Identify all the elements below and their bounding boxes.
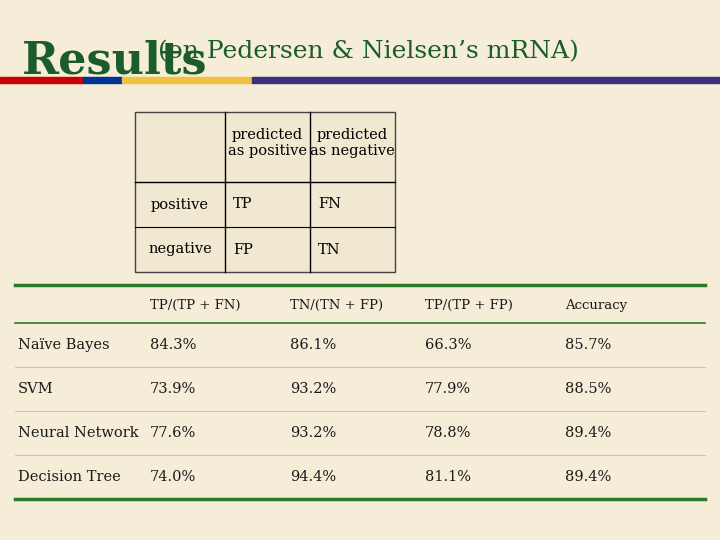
Text: 89.4%: 89.4% bbox=[565, 426, 611, 440]
Text: 86.1%: 86.1% bbox=[290, 338, 336, 352]
Text: TN/(TN + FP): TN/(TN + FP) bbox=[290, 299, 383, 312]
Text: 93.2%: 93.2% bbox=[290, 382, 336, 396]
Bar bbox=[135, 112, 395, 272]
Text: 77.9%: 77.9% bbox=[425, 382, 471, 396]
Text: Naïve Bayes: Naïve Bayes bbox=[18, 338, 109, 352]
Text: 84.3%: 84.3% bbox=[150, 338, 197, 352]
Text: TN: TN bbox=[318, 242, 341, 256]
Text: TP/(TP + FP): TP/(TP + FP) bbox=[425, 299, 513, 312]
Text: 89.4%: 89.4% bbox=[565, 470, 611, 484]
Bar bbox=[252, 77, 720, 83]
Text: TP: TP bbox=[233, 198, 253, 212]
Text: FN: FN bbox=[318, 198, 341, 212]
Text: 74.0%: 74.0% bbox=[150, 470, 197, 484]
Text: Results: Results bbox=[22, 40, 207, 83]
Text: predicted
as positive: predicted as positive bbox=[228, 128, 307, 158]
Text: Decision Tree: Decision Tree bbox=[18, 470, 121, 484]
Bar bbox=[0, 77, 83, 83]
Bar bbox=[83, 77, 122, 83]
Text: positive: positive bbox=[151, 198, 209, 212]
Text: 88.5%: 88.5% bbox=[565, 382, 611, 396]
Text: 73.9%: 73.9% bbox=[150, 382, 197, 396]
Bar bbox=[122, 77, 252, 83]
Text: 94.4%: 94.4% bbox=[290, 470, 336, 484]
Text: predicted
as negative: predicted as negative bbox=[310, 128, 395, 158]
Text: 93.2%: 93.2% bbox=[290, 426, 336, 440]
Text: 66.3%: 66.3% bbox=[425, 338, 472, 352]
Text: 77.6%: 77.6% bbox=[150, 426, 197, 440]
Text: 78.8%: 78.8% bbox=[425, 426, 472, 440]
Text: FP: FP bbox=[233, 242, 253, 256]
Text: Neural Network: Neural Network bbox=[18, 426, 139, 440]
Text: (on Pedersen & Nielsen’s mRNA): (on Pedersen & Nielsen’s mRNA) bbox=[150, 40, 579, 63]
Text: SVM: SVM bbox=[18, 382, 53, 396]
Text: Accuracy: Accuracy bbox=[565, 299, 627, 312]
Text: 81.1%: 81.1% bbox=[425, 470, 471, 484]
Text: negative: negative bbox=[148, 242, 212, 256]
Text: 85.7%: 85.7% bbox=[565, 338, 611, 352]
Text: TP/(TP + FN): TP/(TP + FN) bbox=[150, 299, 240, 312]
